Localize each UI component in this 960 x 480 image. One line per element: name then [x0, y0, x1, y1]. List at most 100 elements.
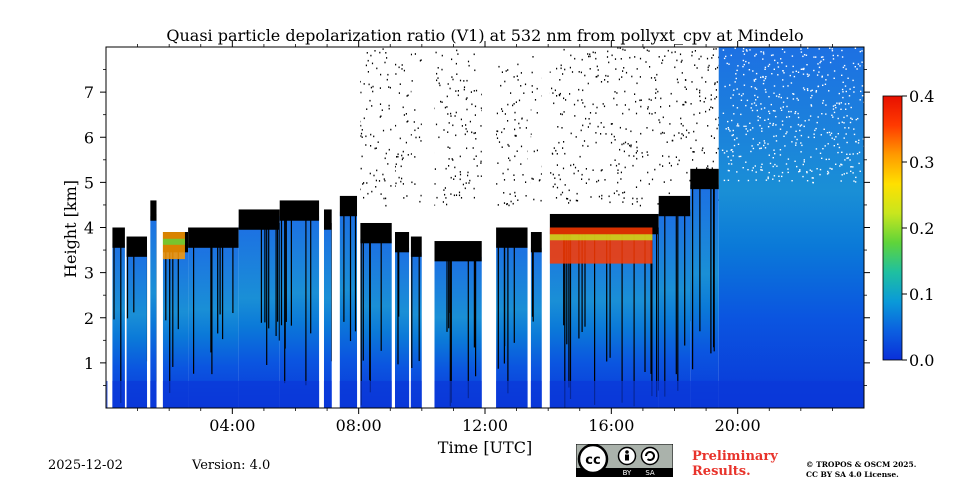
noise-speckle — [623, 150, 625, 153]
noise-speckle — [438, 82, 440, 85]
clear-sky-speckle — [767, 176, 769, 178]
clear-sky-speckle — [821, 76, 823, 78]
noise-speckle — [400, 165, 402, 168]
noise-speckle — [570, 54, 572, 57]
clear-sky-speckle — [862, 138, 864, 140]
attenuation-streak — [343, 209, 345, 322]
noise-speckle — [455, 90, 457, 92]
attenuation-streak — [568, 227, 570, 388]
clear-sky-speckle — [738, 155, 740, 158]
clear-sky-speckle — [852, 79, 854, 82]
clear-sky-speckle — [820, 56, 823, 58]
clear-sky-speckle — [827, 143, 829, 145]
noise-speckle — [418, 136, 421, 139]
clear-sky-speckle — [751, 145, 753, 147]
noise-speckle — [645, 61, 647, 63]
clear-sky-speckle — [763, 79, 765, 82]
noise-speckle — [379, 87, 381, 89]
noise-speckle — [655, 88, 657, 91]
clear-sky-speckle — [760, 169, 762, 171]
noise-speckle — [439, 84, 441, 87]
noise-speckle — [569, 66, 571, 69]
clear-sky-speckle — [795, 70, 797, 72]
clear-sky-speckle — [808, 119, 810, 121]
noise-speckle — [551, 87, 553, 90]
clear-sky-speckle — [731, 134, 733, 137]
noise-speckle — [403, 69, 405, 72]
noise-speckle — [384, 179, 386, 182]
noise-speckle — [652, 129, 654, 132]
noise-speckle — [514, 128, 516, 131]
clear-sky-speckle — [775, 95, 778, 97]
noise-speckle — [469, 179, 471, 182]
noise-speckle — [389, 86, 391, 89]
clear-sky-speckle — [781, 124, 784, 126]
clear-sky-speckle — [724, 85, 726, 88]
noise-speckle — [655, 79, 657, 81]
noise-speckle — [635, 112, 638, 115]
noise-speckle — [692, 151, 694, 153]
y-tick-label: 3 — [84, 264, 94, 283]
clear-sky-speckle — [832, 116, 834, 118]
clear-sky-speckle — [800, 151, 802, 153]
clear-sky-speckle — [791, 141, 793, 143]
noise-speckle — [581, 178, 583, 180]
clear-sky-speckle — [794, 112, 796, 115]
noise-speckle — [375, 186, 377, 188]
clear-sky-speckle — [799, 125, 801, 127]
attenuation-streak — [569, 227, 572, 399]
clear-sky-speckle — [831, 50, 834, 52]
noise-speckle — [615, 164, 618, 167]
noise-speckle — [360, 167, 362, 170]
clear-sky-speckle — [786, 131, 788, 133]
clear-sky-speckle — [765, 179, 768, 181]
noise-speckle — [530, 133, 532, 135]
clear-sky-speckle — [843, 137, 845, 139]
attenuation-streak — [369, 236, 371, 393]
noise-speckle — [468, 64, 470, 67]
x-tick-label: 08:00 — [336, 416, 382, 435]
noise-speckle — [410, 134, 412, 136]
attenuation-streak — [398, 245, 400, 317]
noise-speckle — [692, 159, 694, 161]
noise-speckle — [415, 136, 417, 139]
clear-sky-speckle — [726, 150, 728, 152]
noise-speckle — [669, 123, 671, 125]
clear-sky-speckle — [838, 103, 841, 105]
clear-sky-speckle — [846, 153, 848, 155]
noise-speckle — [531, 85, 533, 87]
noise-speckle — [373, 135, 375, 138]
clear-sky-speckle — [845, 133, 847, 135]
noise-speckle — [402, 157, 404, 159]
clear-sky-speckle — [827, 170, 829, 173]
noise-speckle — [472, 147, 474, 149]
clear-sky-speckle — [764, 66, 767, 69]
cc-license-badge[interactable]: cc BY SA — [576, 444, 673, 477]
clear-sky-speckle — [782, 85, 785, 88]
noise-speckle — [574, 57, 576, 60]
noise-speckle — [582, 89, 584, 92]
clear-sky-speckle — [733, 139, 736, 141]
clear-sky-speckle — [754, 94, 756, 97]
noise-speckle — [507, 143, 509, 146]
footer-date: 2025-12-02 — [48, 458, 123, 473]
noise-speckle — [685, 79, 687, 81]
cloud-top-band — [410, 236, 422, 257]
noise-speckle — [473, 90, 475, 92]
clear-sky-speckle — [783, 72, 785, 74]
clear-sky-speckle — [798, 171, 800, 173]
noise-speckle — [684, 101, 686, 103]
clear-sky-speckle — [841, 121, 843, 123]
noise-speckle — [610, 123, 612, 125]
noise-speckle — [360, 132, 363, 135]
noise-speckle — [680, 137, 682, 140]
clear-sky-speckle — [849, 121, 852, 124]
sa-icon-arrow — [644, 450, 655, 461]
noise-speckle — [551, 152, 553, 155]
clear-sky-speckle — [847, 157, 849, 159]
noise-speckle — [707, 165, 709, 167]
noise-speckle — [710, 98, 712, 101]
noise-speckle — [621, 76, 623, 78]
noise-speckle — [646, 127, 648, 129]
noise-speckle — [480, 150, 482, 153]
